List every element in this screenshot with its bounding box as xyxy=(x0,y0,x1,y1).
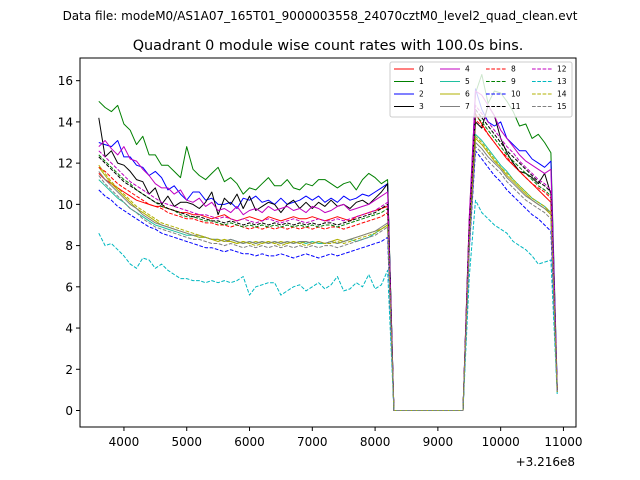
series-line-15 xyxy=(98,146,558,411)
series-line-10 xyxy=(98,150,558,411)
x-tick-label-5: 9000 xyxy=(423,435,454,449)
legend-label-10: 10 xyxy=(511,90,521,99)
legend-label-7: 7 xyxy=(465,102,470,111)
legend-box xyxy=(389,61,573,118)
y-tick-label-3: 6 xyxy=(65,280,73,294)
x-tick-label-0: 4000 xyxy=(109,435,140,449)
legend-label-4: 4 xyxy=(465,65,470,74)
legend-label-2: 2 xyxy=(419,90,424,99)
y-tick-label-0: 0 xyxy=(65,404,73,418)
suptitle: Data file: modeM0/AS1A07_165T01_90000035… xyxy=(63,9,578,23)
legend-label-15: 15 xyxy=(557,102,567,111)
series-line-9 xyxy=(98,115,558,411)
x-tick-label-2: 6000 xyxy=(234,435,265,449)
x-tick-label-3: 7000 xyxy=(297,435,328,449)
y-tick-label-1: 2 xyxy=(65,363,73,377)
legend-label-8: 8 xyxy=(511,65,516,74)
legend-label-1: 1 xyxy=(419,77,424,86)
x-tick-label-1: 5000 xyxy=(171,435,202,449)
series-line-14 xyxy=(98,135,558,411)
series-line-3 xyxy=(98,104,558,411)
series-line-7 xyxy=(98,142,558,411)
plot-frame xyxy=(79,57,577,428)
y-tick-label-6: 12 xyxy=(58,157,73,171)
y-tick-label-4: 8 xyxy=(65,239,73,253)
y-tick-label-5: 10 xyxy=(58,198,73,212)
series-lines xyxy=(98,74,558,411)
axes-ticks: 4000 5000 6000 7000 8000 9000 10000 11000 0 2 4 6 8 1… xyxy=(58,74,583,449)
legend-label-12: 12 xyxy=(557,65,567,74)
chart-title: Quadrant 0 module wise count rates with … xyxy=(133,38,524,54)
x-tick-label-6: 10000 xyxy=(482,435,520,449)
legend-label-9: 9 xyxy=(511,77,516,86)
legend-label-5: 5 xyxy=(465,77,470,86)
y-tick-label-8: 16 xyxy=(58,74,73,88)
legend-label-3: 3 xyxy=(419,102,424,111)
legend-label-13: 13 xyxy=(557,77,567,86)
y-tick-label-7: 14 xyxy=(58,115,73,129)
legend-label-0: 0 xyxy=(419,65,424,74)
legend-label-6: 6 xyxy=(465,90,470,99)
x-offset-label: +3.216e8 xyxy=(516,455,575,469)
series-line-13 xyxy=(98,199,558,411)
legend-label-14: 14 xyxy=(557,90,567,99)
x-tick-label-7: 11000 xyxy=(544,435,582,449)
series-line-8 xyxy=(98,119,558,411)
legend-label-11: 11 xyxy=(511,102,521,111)
y-tick-label-2: 4 xyxy=(65,322,73,336)
x-tick-label-4: 8000 xyxy=(360,435,391,449)
